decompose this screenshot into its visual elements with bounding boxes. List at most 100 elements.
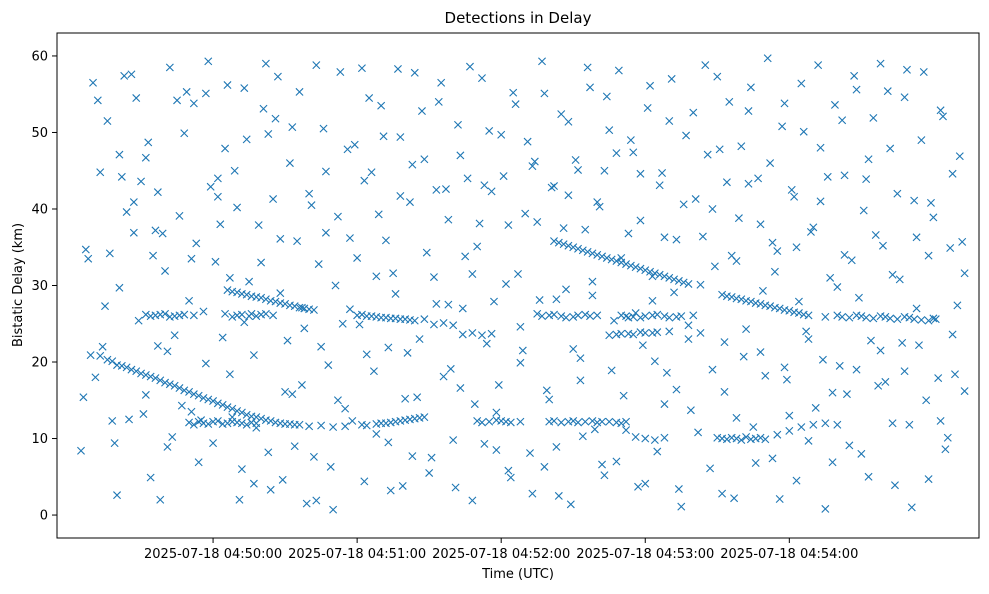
x-axis: 2025-07-18 04:50:00 2025-07-18 04:51:00 20… xyxy=(144,538,858,562)
data-point xyxy=(792,243,801,252)
data-point xyxy=(658,169,667,178)
data-point xyxy=(213,174,222,183)
data-point xyxy=(641,312,650,321)
data-point xyxy=(924,316,933,325)
data-point xyxy=(146,372,155,381)
data-point xyxy=(273,72,282,81)
data-point xyxy=(557,312,566,321)
data-point xyxy=(934,374,943,383)
data-point xyxy=(141,310,150,319)
data-point xyxy=(725,97,734,106)
data-point xyxy=(936,416,945,425)
data-point xyxy=(811,403,820,412)
data-point xyxy=(533,309,542,318)
data-point xyxy=(408,452,417,461)
data-point xyxy=(773,247,782,256)
data-point xyxy=(408,160,417,169)
data-point xyxy=(449,321,458,330)
data-point xyxy=(821,419,830,428)
data-point xyxy=(641,266,650,275)
data-point xyxy=(732,294,741,303)
data-point xyxy=(814,61,823,70)
data-point xyxy=(110,439,119,448)
data-point xyxy=(864,155,873,164)
data-point xyxy=(943,433,952,442)
data-point xyxy=(331,281,340,290)
data-point xyxy=(694,428,703,437)
data-point xyxy=(410,68,419,77)
data-point xyxy=(237,289,246,298)
data-point xyxy=(254,221,263,230)
x-tick-label: 2025-07-18 04:53:00 xyxy=(576,547,714,562)
data-point xyxy=(266,485,275,494)
data-point xyxy=(420,155,429,164)
data-point xyxy=(864,472,873,481)
data-point xyxy=(655,270,664,279)
data-point xyxy=(881,377,890,386)
data-point xyxy=(122,363,131,372)
data-point xyxy=(612,330,621,339)
data-point xyxy=(660,400,669,409)
data-point xyxy=(245,277,254,286)
data-point xyxy=(477,74,486,83)
data-point xyxy=(391,289,400,298)
data-point xyxy=(862,313,871,322)
data-point xyxy=(158,229,167,238)
data-point xyxy=(876,59,885,68)
data-point xyxy=(646,81,655,90)
data-point xyxy=(225,273,234,282)
data-point xyxy=(557,110,566,119)
data-point xyxy=(900,367,909,376)
data-point xyxy=(706,464,715,473)
data-point xyxy=(175,311,184,320)
data-point xyxy=(312,496,321,505)
data-point xyxy=(785,411,794,420)
data-point xyxy=(614,66,623,75)
data-point xyxy=(209,397,218,406)
data-point xyxy=(862,175,871,184)
data-point xyxy=(502,417,510,426)
data-point xyxy=(189,311,198,320)
data-point xyxy=(766,159,775,168)
data-point xyxy=(569,345,578,353)
data-point xyxy=(377,313,386,322)
data-point xyxy=(751,459,760,468)
data-point xyxy=(622,312,631,321)
data-point xyxy=(670,288,679,297)
y-tick-label: 50 xyxy=(31,126,48,141)
data-point xyxy=(355,320,364,329)
data-point xyxy=(259,104,268,113)
data-point xyxy=(405,415,414,424)
data-point xyxy=(141,390,150,399)
data-point xyxy=(516,358,525,367)
data-point xyxy=(833,311,842,320)
data-point xyxy=(720,387,729,396)
data-point xyxy=(156,310,165,319)
data-point xyxy=(393,64,402,73)
data-point xyxy=(878,241,887,250)
data-point xyxy=(554,491,563,500)
data-point xyxy=(204,395,213,404)
data-point xyxy=(583,63,592,72)
data-point xyxy=(590,425,599,434)
data-point xyxy=(689,311,698,320)
data-point xyxy=(444,215,453,224)
data-point xyxy=(261,416,270,425)
data-point xyxy=(458,330,467,339)
data-point xyxy=(782,375,791,384)
data-point xyxy=(199,393,208,402)
data-point xyxy=(634,482,643,491)
data-point xyxy=(237,310,246,319)
data-point xyxy=(677,502,686,511)
data-point xyxy=(835,361,844,370)
data-point xyxy=(636,328,645,337)
data-point xyxy=(482,339,491,348)
data-point xyxy=(540,462,549,471)
data-point xyxy=(372,429,381,438)
data-point xyxy=(156,495,165,504)
data-point xyxy=(919,68,928,77)
data-point xyxy=(302,499,311,508)
data-point xyxy=(852,365,861,374)
data-point xyxy=(189,390,198,399)
